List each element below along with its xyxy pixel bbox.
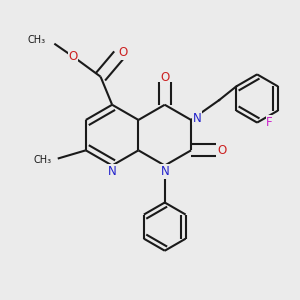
Text: O: O: [217, 144, 226, 157]
Text: N: N: [193, 112, 201, 125]
Text: CH₃: CH₃: [28, 35, 46, 45]
Text: F: F: [266, 116, 273, 129]
Text: O: O: [68, 50, 78, 63]
Text: N: N: [160, 165, 169, 178]
Text: O: O: [160, 71, 170, 84]
Text: CH₃: CH₃: [33, 155, 51, 165]
Text: O: O: [118, 46, 127, 59]
Text: N: N: [108, 165, 116, 178]
